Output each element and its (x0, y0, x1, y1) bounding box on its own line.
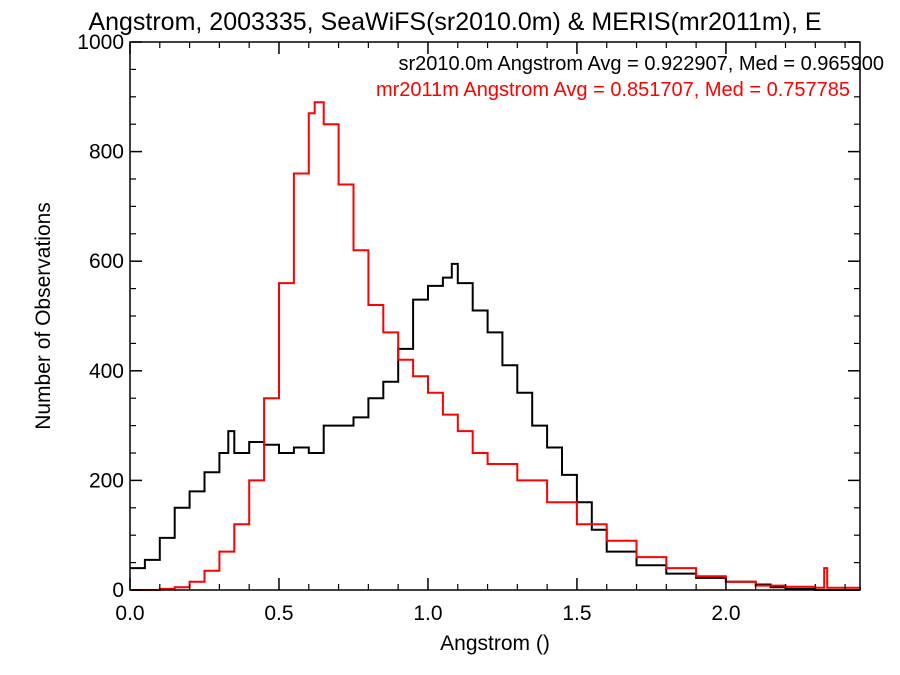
x-tick-label: 1.5 (562, 602, 591, 625)
x-axis-label: Angstrom () (440, 632, 550, 655)
y-axis-label: Number of Observations (32, 202, 55, 430)
y-tick-label: 800 (89, 141, 124, 164)
y-axis: 0 200 400 600 800 1000 (77, 31, 860, 602)
y-tick-label: 200 (89, 469, 124, 492)
y-tick-label: 1000 (77, 31, 124, 54)
chart-title: Angstrom, 2003335, SeaWiFS(sr2010.0m) & … (88, 8, 821, 36)
series-layer (130, 101, 861, 591)
stat-annotation-red: mr2011m Angstrom Avg = 0.851707, Med = 0… (376, 79, 850, 101)
x-tick-label: 2.0 (711, 602, 740, 625)
plot-frame (129, 41, 861, 591)
y-tick-label: 0 (112, 579, 124, 602)
x-tick-label: 1.0 (413, 602, 442, 625)
x-axis: 0.0 0.5 1.0 1.5 2.0 (115, 42, 846, 625)
series-line-1 (130, 101, 861, 591)
series-line-0 (130, 262, 860, 591)
y-tick-label: 600 (89, 250, 124, 273)
y-tick-label: 400 (89, 360, 124, 383)
x-tick-label: 0.5 (264, 602, 293, 625)
stat-annotation-black: sr2010.0m Angstrom Avg = 0.922907, Med =… (398, 53, 884, 75)
x-tick-label: 0.0 (115, 602, 144, 625)
